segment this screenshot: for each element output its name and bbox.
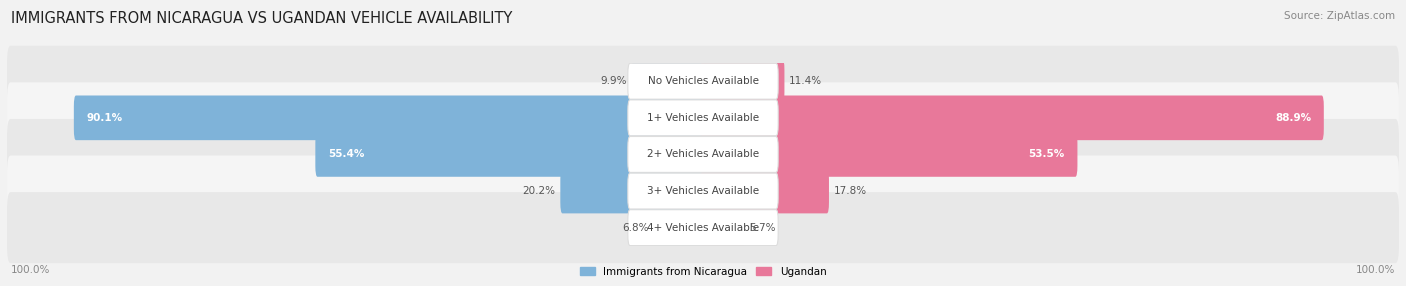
Text: 88.9%: 88.9%	[1275, 113, 1312, 123]
Text: 3+ Vehicles Available: 3+ Vehicles Available	[647, 186, 759, 196]
FancyBboxPatch shape	[702, 59, 785, 104]
Legend: Immigrants from Nicaragua, Ugandan: Immigrants from Nicaragua, Ugandan	[575, 263, 831, 281]
Text: 90.1%: 90.1%	[86, 113, 122, 123]
Text: 5.7%: 5.7%	[749, 223, 776, 233]
FancyBboxPatch shape	[628, 173, 778, 209]
Text: 55.4%: 55.4%	[328, 150, 364, 159]
FancyBboxPatch shape	[628, 210, 778, 246]
FancyBboxPatch shape	[628, 63, 778, 99]
FancyBboxPatch shape	[7, 119, 1399, 190]
FancyBboxPatch shape	[628, 136, 778, 172]
Text: 20.2%: 20.2%	[523, 186, 555, 196]
FancyBboxPatch shape	[75, 96, 704, 140]
Text: 2+ Vehicles Available: 2+ Vehicles Available	[647, 150, 759, 159]
FancyBboxPatch shape	[628, 100, 778, 136]
FancyBboxPatch shape	[7, 46, 1399, 117]
FancyBboxPatch shape	[702, 205, 745, 250]
FancyBboxPatch shape	[7, 156, 1399, 227]
Text: 53.5%: 53.5%	[1029, 150, 1064, 159]
FancyBboxPatch shape	[702, 169, 830, 213]
Text: 9.9%: 9.9%	[600, 76, 627, 86]
FancyBboxPatch shape	[654, 205, 704, 250]
Text: IMMIGRANTS FROM NICARAGUA VS UGANDAN VEHICLE AVAILABILITY: IMMIGRANTS FROM NICARAGUA VS UGANDAN VEH…	[11, 11, 513, 26]
FancyBboxPatch shape	[702, 132, 1077, 177]
Text: 4+ Vehicles Available: 4+ Vehicles Available	[647, 223, 759, 233]
Text: No Vehicles Available: No Vehicles Available	[648, 76, 758, 86]
Text: 11.4%: 11.4%	[789, 76, 823, 86]
FancyBboxPatch shape	[702, 96, 1324, 140]
FancyBboxPatch shape	[7, 82, 1399, 153]
Text: Source: ZipAtlas.com: Source: ZipAtlas.com	[1284, 11, 1395, 21]
Text: 6.8%: 6.8%	[623, 223, 648, 233]
FancyBboxPatch shape	[633, 59, 704, 104]
Text: 17.8%: 17.8%	[834, 186, 868, 196]
Text: 100.0%: 100.0%	[1355, 265, 1395, 275]
FancyBboxPatch shape	[7, 192, 1399, 263]
Text: 1+ Vehicles Available: 1+ Vehicles Available	[647, 113, 759, 123]
FancyBboxPatch shape	[315, 132, 704, 177]
Text: 100.0%: 100.0%	[11, 265, 51, 275]
FancyBboxPatch shape	[561, 169, 704, 213]
